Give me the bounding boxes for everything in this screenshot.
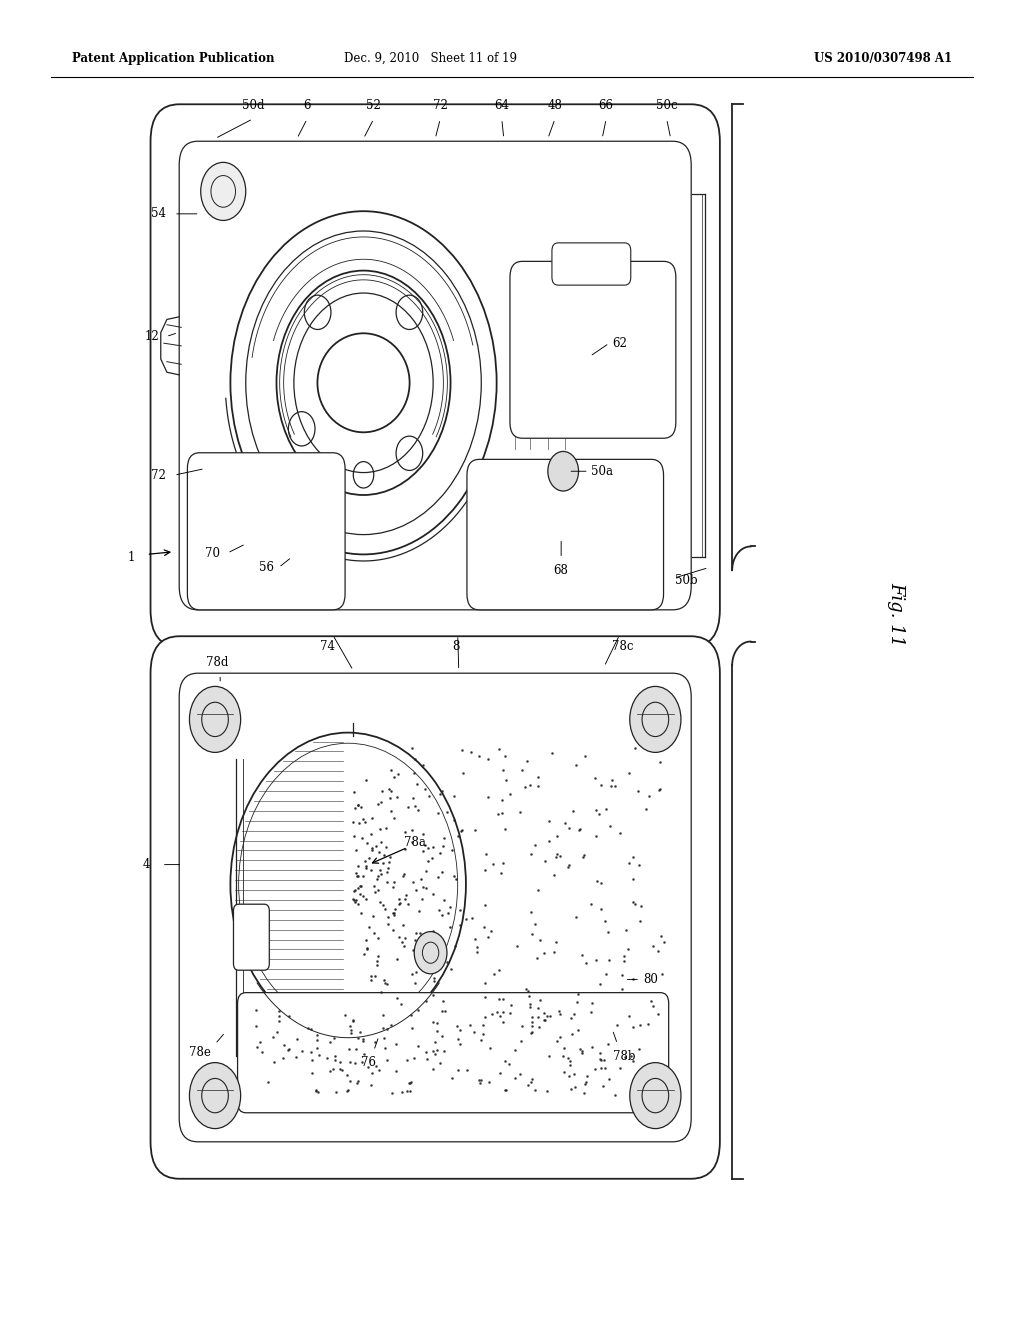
Text: 78d: 78d (206, 656, 228, 669)
Text: 54: 54 (152, 207, 166, 220)
Text: 66: 66 (599, 99, 613, 112)
FancyBboxPatch shape (238, 993, 669, 1113)
Text: 56: 56 (259, 561, 273, 574)
Text: 72: 72 (433, 99, 447, 112)
FancyBboxPatch shape (179, 141, 691, 610)
FancyBboxPatch shape (187, 453, 345, 610)
Text: 74: 74 (321, 640, 335, 653)
Text: 80: 80 (643, 973, 657, 986)
Text: 78c: 78c (612, 640, 633, 653)
Circle shape (189, 1063, 241, 1129)
Text: 78e: 78e (188, 1045, 211, 1059)
FancyBboxPatch shape (552, 243, 631, 285)
Circle shape (189, 686, 241, 752)
FancyBboxPatch shape (233, 904, 269, 970)
Text: Dec. 9, 2010   Sheet 11 of 19: Dec. 9, 2010 Sheet 11 of 19 (344, 51, 516, 65)
Circle shape (630, 1063, 681, 1129)
Text: 12: 12 (144, 330, 159, 343)
Text: 62: 62 (612, 337, 627, 350)
Text: 50d: 50d (242, 99, 264, 112)
Text: 76: 76 (361, 1056, 376, 1069)
FancyBboxPatch shape (364, 734, 532, 1035)
Text: 6: 6 (303, 99, 311, 112)
Text: 70: 70 (206, 546, 220, 560)
Circle shape (630, 686, 681, 752)
Circle shape (414, 932, 447, 974)
Text: 8: 8 (452, 640, 460, 653)
FancyBboxPatch shape (510, 261, 676, 438)
Text: 68: 68 (554, 564, 568, 577)
Text: 50b: 50b (675, 574, 697, 587)
Text: 64: 64 (495, 99, 509, 112)
Text: Fig. 11: Fig. 11 (887, 582, 905, 645)
Text: 48: 48 (548, 99, 562, 112)
FancyBboxPatch shape (151, 636, 720, 1179)
Text: 78b: 78b (613, 1049, 636, 1063)
Text: Patent Application Publication: Patent Application Publication (72, 51, 274, 65)
Text: 52: 52 (367, 99, 381, 112)
Text: 78a: 78a (403, 836, 426, 849)
Text: 1: 1 (127, 550, 135, 564)
Text: US 2010/0307498 A1: US 2010/0307498 A1 (814, 51, 952, 65)
Text: 4: 4 (142, 858, 151, 871)
Text: 72: 72 (152, 469, 166, 482)
FancyBboxPatch shape (467, 459, 664, 610)
Text: 50a: 50a (591, 465, 613, 478)
Circle shape (548, 451, 579, 491)
FancyBboxPatch shape (179, 673, 691, 1142)
Text: 50c: 50c (655, 99, 678, 112)
FancyBboxPatch shape (151, 104, 720, 647)
Circle shape (201, 162, 246, 220)
